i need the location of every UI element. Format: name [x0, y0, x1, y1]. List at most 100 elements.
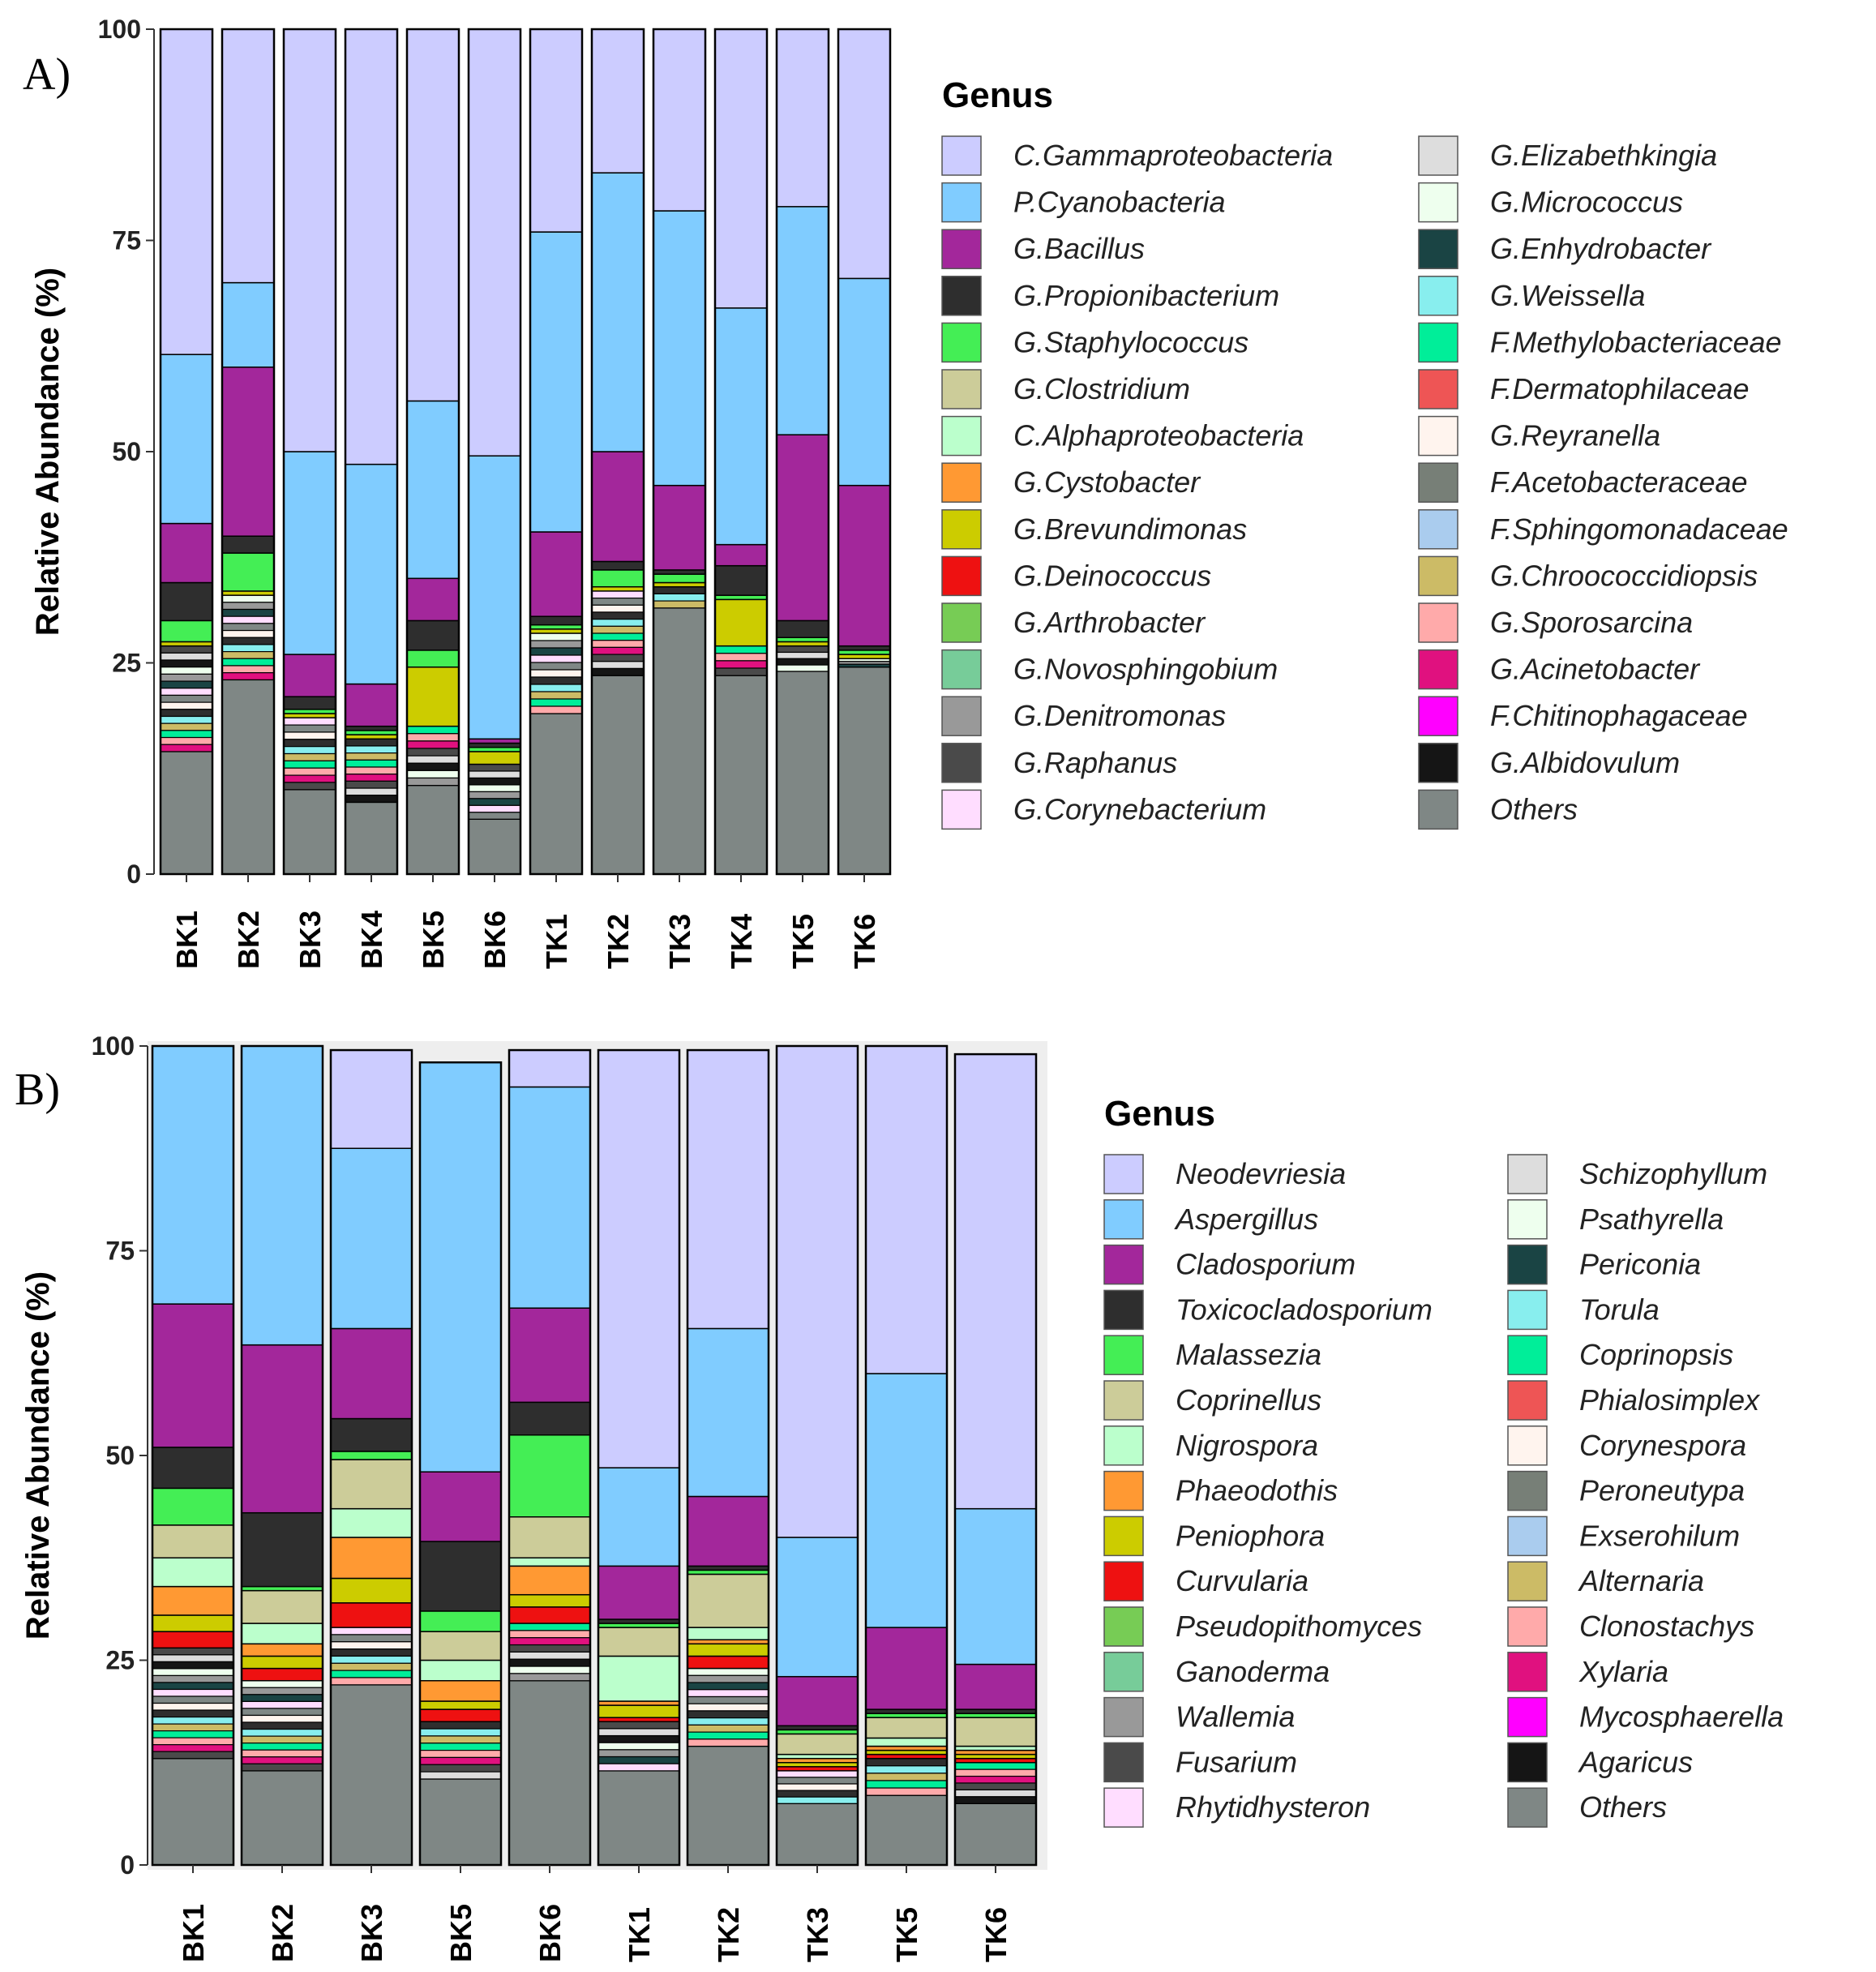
bar-segment-phaeodothis: [865, 1745, 948, 1751]
legend-swatch: [1418, 229, 1458, 269]
bar-segment-phaeodothis: [687, 1639, 769, 1645]
bar-segment-minor-genera: [160, 659, 213, 668]
bar-segment-minor-genera: [687, 1710, 769, 1719]
legend-item-g-staphylococcus: G.Staphylococcus: [941, 322, 1249, 363]
bar-segment-others: [597, 1770, 680, 1866]
bar-segment-p-cyanobacteria: [714, 307, 768, 546]
bar-segment-minor-genera: [283, 724, 336, 733]
bar-segment-cladosporium: [419, 1471, 502, 1542]
legend-label: G.Propionibacterium: [1013, 279, 1279, 312]
bar-segment-minor-genera: [241, 1708, 323, 1717]
bar-segment-g-staphylococcus: [591, 569, 645, 588]
bar-segment-minor-genera: [406, 762, 460, 771]
legend-label: Cladosporium: [1176, 1248, 1356, 1281]
bar-segment-minor-genera: [419, 1743, 502, 1751]
bar-segment-g-bacillus: [406, 577, 460, 622]
bar-segment-minor-genera: [687, 1717, 769, 1726]
legend-swatch: [1507, 1787, 1548, 1828]
bar-segment-g-bacillus: [714, 543, 768, 567]
bar-segment-minor-genera: [529, 691, 583, 700]
legend-item-agaricus: Agaricus: [1507, 1742, 1693, 1783]
bar-segment-g-brevundimonas: [776, 641, 829, 647]
legend-item-peniophora: Peniophora: [1103, 1515, 1325, 1557]
bar-segment-g-staphylococcus: [406, 649, 460, 668]
bar-segment-minor-genera: [508, 1623, 591, 1631]
legend-item-exserohilum: Exserohilum: [1507, 1515, 1740, 1557]
bar-segment-g-brevundimonas: [160, 641, 213, 647]
legend-item-fusarium: Fusarium: [1103, 1742, 1297, 1783]
legend-label: Coprinellus: [1176, 1383, 1321, 1417]
bar-segment-nigrospora: [241, 1623, 323, 1645]
bar-segment-g-bacillus: [837, 484, 891, 647]
bar-segment-minor-genera: [591, 590, 645, 599]
bar-segment-minor-genera: [406, 726, 460, 735]
legend-label: Schizophyllum: [1579, 1157, 1767, 1190]
legend-item-g-elizabethkingia: G.Elizabethkingia: [1418, 135, 1717, 176]
bar-segment-minor-genera: [508, 1644, 591, 1653]
bar-bk1: [159, 28, 214, 876]
bar-segment-nigrospora: [419, 1659, 502, 1682]
bar-segment-minor-genera: [529, 632, 583, 641]
legend-swatch: [941, 182, 982, 223]
bar-segment-minor-genera: [160, 673, 213, 682]
legend-swatch: [1418, 182, 1458, 223]
bar-segment-minor-genera: [152, 1702, 234, 1711]
legend-swatch: [941, 696, 982, 736]
bar-tk4: [713, 28, 769, 876]
bar-segment-g-staphylococcus: [837, 649, 891, 655]
bar-segment-minor-genera: [160, 667, 213, 675]
legend-label: Peniophora: [1176, 1519, 1325, 1552]
bar-tk1: [529, 28, 584, 876]
bar-segment-p-cyanobacteria: [221, 281, 275, 368]
bar-segment-minor-genera: [591, 654, 645, 662]
bar-segment-malassezia: [419, 1610, 502, 1632]
bar-segment-cladosporium: [865, 1627, 948, 1710]
legend-label: G.Staphylococcus: [1013, 325, 1249, 358]
bar-bk2: [221, 28, 276, 876]
legend-label: G.Clostridium: [1013, 372, 1190, 405]
bar-segment-coprinellus: [687, 1573, 769, 1628]
bar-segment-minor-genera: [687, 1682, 769, 1691]
bar-segment-minor-genera: [152, 1668, 234, 1677]
bar-segment-g-propionibacterium: [837, 645, 891, 651]
legend-swatch: [1103, 1199, 1144, 1240]
bar-segment-minor-genera: [714, 660, 768, 669]
bar-segment-minor-genera: [241, 1749, 323, 1758]
bar-segment-minor-genera: [241, 1714, 323, 1723]
bar-segment-minor-genera: [837, 663, 891, 668]
legend-item-g-cystobacter: G.Cystobacter: [941, 462, 1201, 503]
bar-segment-nigrospora: [597, 1655, 680, 1702]
bar-segment-aspergillus: [597, 1467, 680, 1567]
x-tick-label: TK5: [890, 1907, 923, 1962]
bar-segment-minor-genera: [776, 1783, 859, 1791]
legend-item-periconia: Periconia: [1507, 1244, 1701, 1285]
legend-label: Agaricus: [1578, 1745, 1693, 1778]
bar-segment-g-propionibacterium: [591, 560, 645, 571]
legend-swatch: [1507, 1652, 1548, 1692]
chart-b: 0 25 50 75 100 Relative Abundance (%) BK1 BK2 BK…: [20, 1031, 1784, 1962]
legend-label: Xylaria: [1578, 1655, 1668, 1688]
bar-segment-minor-genera: [283, 782, 336, 791]
bar-segment-others: [529, 713, 583, 875]
bar-segment-peniophora: [508, 1593, 591, 1608]
legend-item-g-weissella: G.Weissella: [1418, 276, 1645, 316]
legend-swatch: [941, 415, 982, 457]
bar-segment-minor-genera: [468, 763, 521, 772]
legend-swatch: [1507, 1244, 1548, 1285]
bar-segment-others: [714, 675, 768, 875]
legend-swatch: [1507, 1335, 1548, 1375]
bar-segment-g-brevundimonas: [221, 590, 275, 596]
bar-segment-minor-genera: [283, 746, 336, 755]
legend-label: F.Chitinophagaceae: [1490, 699, 1748, 732]
bar-segment-coprinellus: [241, 1589, 323, 1624]
bar-segment-peniophora: [954, 1753, 1037, 1760]
bar-segment-coprinellus: [954, 1717, 1037, 1747]
bar-segment-aspergillus: [330, 1147, 413, 1330]
bar-segment-aspergillus: [865, 1373, 948, 1628]
bar-segment-others: [468, 818, 521, 875]
legend-item-cladosporium: Cladosporium: [1103, 1244, 1356, 1285]
bar-segment-others: [406, 784, 460, 875]
legend-item-g-albidovulum: G.Albidovulum: [1418, 743, 1680, 783]
bar-segment-minor-genera: [529, 676, 583, 685]
